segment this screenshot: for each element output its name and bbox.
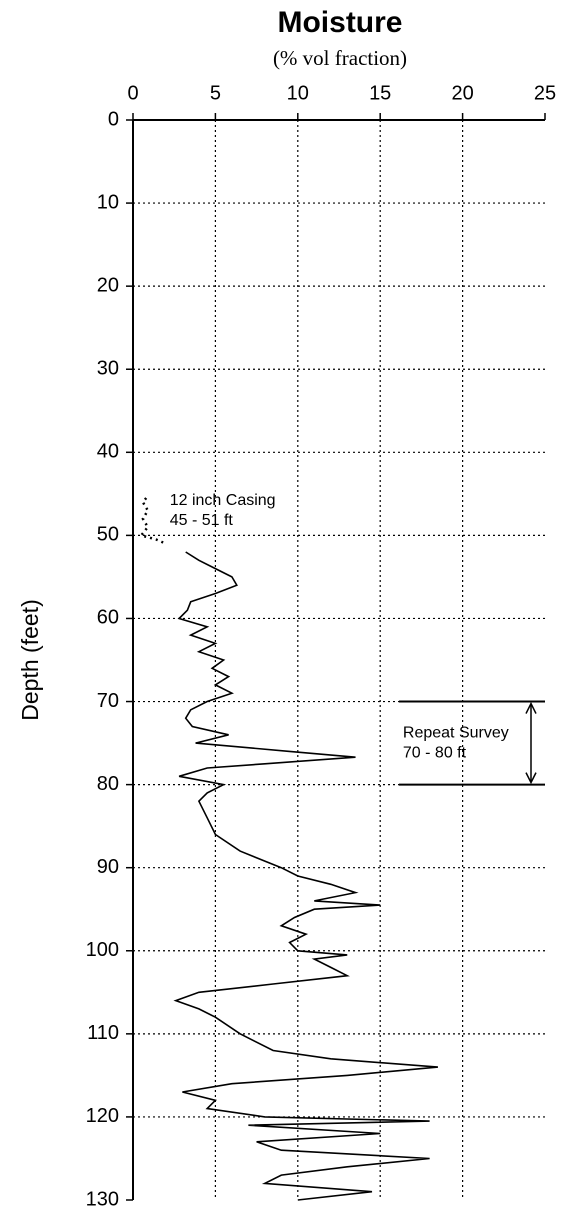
y-tick-label: 30	[97, 358, 119, 380]
x-tick-label: 25	[534, 82, 556, 104]
y-tick-label: 0	[108, 108, 119, 130]
y-tick-label: 40	[97, 441, 119, 463]
data-line	[173, 551, 438, 1201]
y-tick-label: 80	[97, 773, 119, 795]
chart-title: Moisture	[277, 6, 402, 39]
arrow-head	[525, 772, 537, 785]
y-tick-label: 50	[97, 524, 119, 546]
y-tick-label: 120	[86, 1105, 119, 1127]
y-tick-label: 100	[86, 939, 119, 961]
y-tick-label: 20	[97, 274, 119, 296]
y-axis-label: Depth (feet)	[17, 599, 43, 720]
x-tick-label: 0	[127, 82, 138, 104]
arrow-head	[525, 701, 537, 714]
y-tick-label: 10	[97, 191, 119, 213]
y-tick-label: 110	[87, 1022, 119, 1044]
annotation-text: 70 - 80 ft	[403, 744, 467, 761]
y-tick-label: 130	[86, 1188, 119, 1210]
annotation-text: Repeat Survey	[403, 724, 509, 741]
y-tick-label: 60	[97, 607, 119, 629]
x-tick-label: 15	[369, 82, 391, 104]
annotation-text: 45 - 51 ft	[170, 512, 234, 529]
y-tick-label: 70	[97, 690, 119, 712]
data-line	[139, 497, 167, 545]
y-tick-label: 90	[97, 856, 119, 878]
x-tick-label: 20	[451, 82, 473, 104]
annotation-text: 12 inch Casing	[170, 492, 276, 509]
chart-subtitle: (% vol fraction)	[273, 46, 407, 70]
x-tick-label: 5	[210, 82, 221, 104]
x-tick-label: 10	[287, 82, 309, 104]
